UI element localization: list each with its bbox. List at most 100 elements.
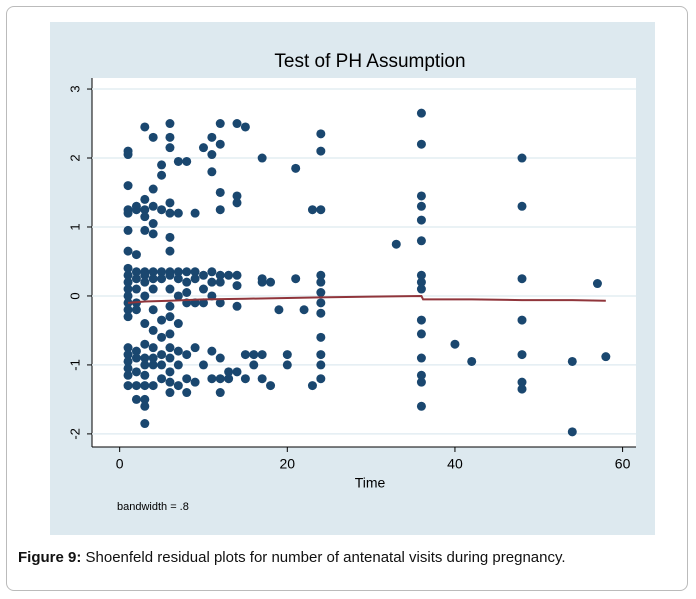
point bbox=[148, 360, 158, 370]
point bbox=[148, 343, 158, 353]
figure-frame bbox=[6, 6, 688, 591]
point bbox=[140, 277, 150, 287]
point bbox=[215, 298, 225, 308]
point bbox=[123, 246, 133, 256]
point bbox=[316, 332, 326, 342]
point bbox=[131, 346, 141, 356]
point bbox=[165, 301, 175, 311]
point bbox=[140, 212, 150, 222]
point bbox=[123, 305, 133, 315]
point bbox=[207, 346, 217, 356]
point bbox=[517, 274, 527, 284]
point bbox=[215, 374, 225, 384]
chart: Test of PH Assumption Time bandwidth = .… bbox=[50, 22, 655, 535]
point bbox=[157, 374, 167, 384]
point bbox=[165, 284, 175, 294]
point bbox=[232, 301, 242, 311]
point bbox=[215, 388, 225, 398]
point bbox=[123, 312, 133, 322]
point bbox=[165, 132, 175, 142]
y-tick-label: -2 bbox=[67, 428, 82, 440]
point bbox=[257, 153, 267, 163]
point bbox=[182, 277, 192, 287]
point bbox=[215, 277, 225, 287]
point bbox=[207, 150, 217, 160]
point bbox=[207, 291, 217, 301]
point bbox=[123, 284, 133, 294]
point bbox=[190, 267, 200, 277]
point bbox=[123, 343, 133, 353]
point bbox=[148, 353, 158, 363]
point bbox=[291, 274, 301, 284]
point bbox=[316, 298, 326, 308]
point bbox=[416, 270, 426, 280]
point bbox=[224, 374, 234, 384]
point bbox=[416, 201, 426, 211]
point bbox=[123, 225, 133, 235]
point bbox=[123, 381, 133, 391]
point bbox=[123, 181, 133, 191]
point bbox=[198, 298, 208, 308]
point bbox=[198, 143, 208, 153]
point bbox=[157, 274, 167, 284]
point bbox=[249, 350, 259, 360]
point bbox=[207, 374, 217, 384]
point bbox=[215, 119, 225, 129]
point bbox=[123, 263, 133, 273]
point bbox=[140, 205, 150, 215]
point bbox=[140, 194, 150, 204]
point bbox=[316, 146, 326, 156]
point bbox=[157, 267, 167, 277]
point bbox=[140, 401, 150, 411]
point bbox=[592, 279, 602, 289]
point bbox=[316, 129, 326, 139]
point bbox=[131, 267, 141, 277]
point bbox=[173, 156, 183, 166]
point bbox=[131, 205, 141, 215]
y-tick-label: 1 bbox=[67, 223, 82, 230]
point bbox=[567, 427, 577, 437]
caption: Figure 9: Shoenfeld residual plots for n… bbox=[18, 548, 670, 568]
point bbox=[131, 305, 141, 315]
point bbox=[316, 277, 326, 287]
point bbox=[416, 236, 426, 246]
point bbox=[307, 205, 317, 215]
point bbox=[198, 284, 208, 294]
point bbox=[190, 208, 200, 218]
point bbox=[517, 377, 527, 387]
point bbox=[131, 274, 141, 284]
point bbox=[148, 267, 158, 277]
lowess-line bbox=[127, 294, 606, 304]
point bbox=[282, 350, 292, 360]
point bbox=[282, 360, 292, 370]
point bbox=[140, 419, 150, 429]
point bbox=[173, 381, 183, 391]
point bbox=[140, 339, 150, 349]
point bbox=[517, 201, 527, 211]
y-tick-label: 2 bbox=[67, 154, 82, 161]
point bbox=[123, 270, 133, 280]
point bbox=[207, 167, 217, 177]
y-tick-label: 3 bbox=[67, 85, 82, 92]
point bbox=[416, 315, 426, 325]
point bbox=[207, 277, 217, 287]
point bbox=[198, 270, 208, 280]
point bbox=[249, 360, 259, 370]
point bbox=[567, 356, 577, 366]
point bbox=[517, 315, 527, 325]
point bbox=[182, 288, 192, 298]
point bbox=[215, 270, 225, 280]
x-tick-label: 40 bbox=[447, 456, 463, 472]
point bbox=[148, 201, 158, 211]
point bbox=[165, 367, 175, 377]
point bbox=[416, 370, 426, 380]
point bbox=[416, 215, 426, 225]
point bbox=[173, 291, 183, 301]
point bbox=[517, 350, 527, 360]
point bbox=[601, 352, 611, 362]
point bbox=[165, 343, 175, 353]
point bbox=[165, 232, 175, 242]
point bbox=[157, 332, 167, 342]
point bbox=[131, 353, 141, 363]
